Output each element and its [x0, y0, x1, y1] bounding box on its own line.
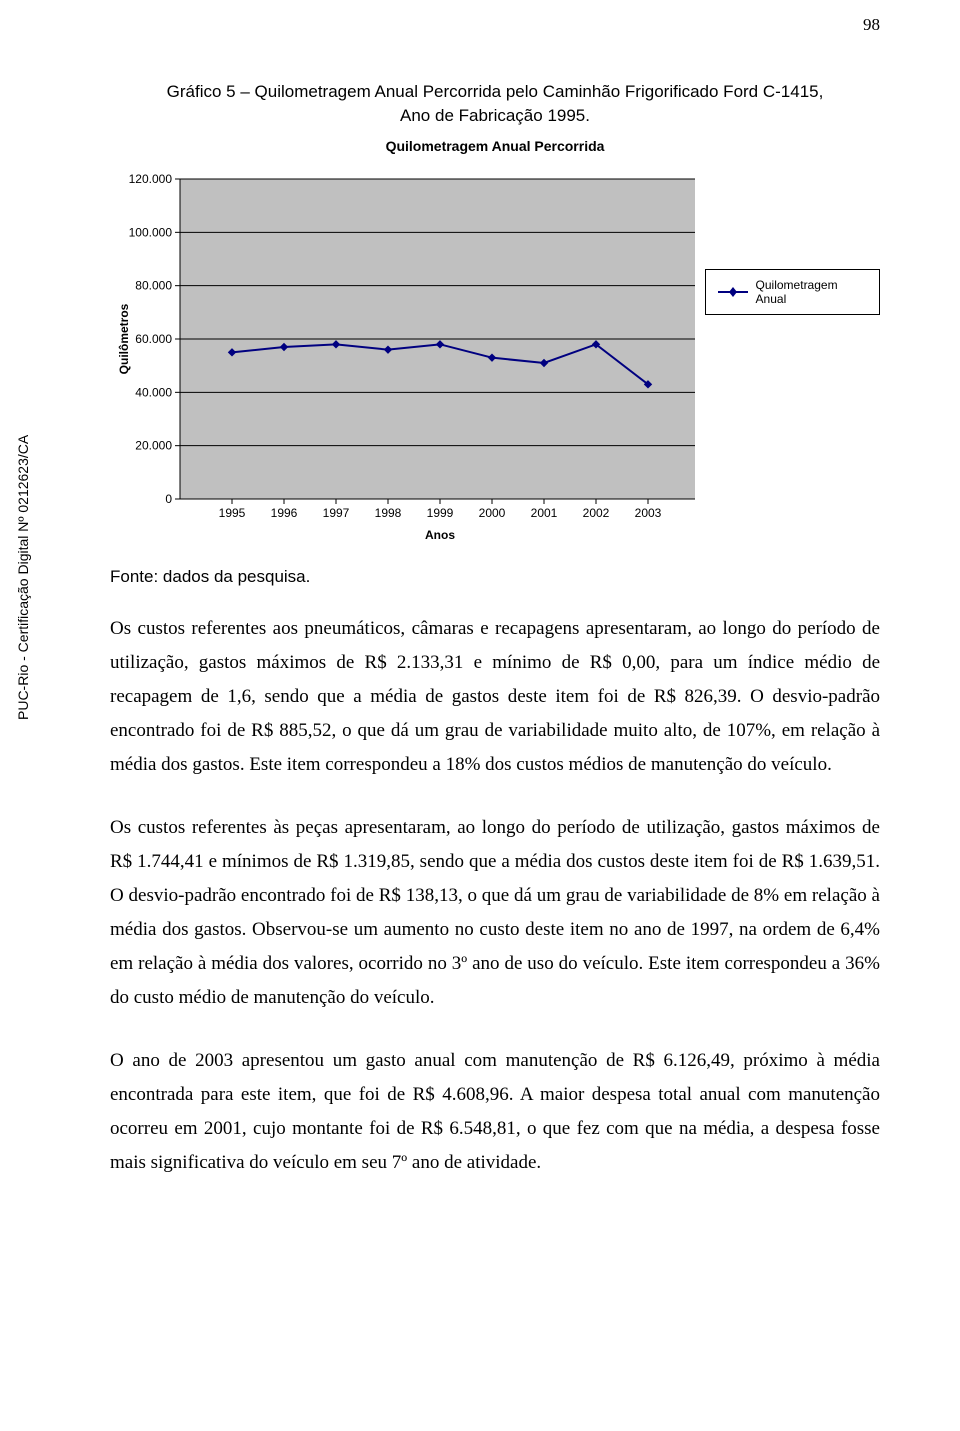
svg-text:2002: 2002 — [583, 506, 610, 520]
chart-container: 0 20.000 40.000 60.000 80.000 100.000 120.000 1… — [110, 169, 880, 549]
svg-text:1996: 1996 — [271, 506, 298, 520]
page-number: 98 — [863, 15, 880, 35]
svg-text:120.000: 120.000 — [129, 172, 173, 186]
chart-caption: Gráfico 5 – Quilometragem Anual Percorri… — [110, 80, 880, 128]
svg-text:Anos: Anos — [425, 528, 455, 542]
svg-text:40.000: 40.000 — [135, 385, 172, 399]
certification-stamp: PUC-Rio - Certificação Digital Nº 021262… — [15, 435, 31, 720]
svg-text:80.000: 80.000 — [135, 278, 172, 292]
paragraph-1: Os custos referentes aos pneumáticos, câ… — [110, 612, 880, 783]
caption-line-2: Ano de Fabricação 1995. — [400, 106, 590, 125]
svg-text:1998: 1998 — [375, 506, 402, 520]
svg-text:Quilômetros: Quilômetros — [117, 303, 131, 374]
legend-marker-icon — [718, 286, 748, 298]
chart-source: Fonte: dados da pesquisa. — [110, 567, 880, 587]
svg-text:100.000: 100.000 — [129, 225, 173, 239]
caption-line-1: Gráfico 5 – Quilometragem Anual Percorri… — [167, 82, 824, 101]
svg-text:60.000: 60.000 — [135, 332, 172, 346]
svg-text:2003: 2003 — [635, 506, 662, 520]
svg-text:0: 0 — [165, 492, 172, 506]
svg-text:1999: 1999 — [427, 506, 454, 520]
paragraph-3: O ano de 2003 apresentou um gasto anual … — [110, 1044, 880, 1181]
svg-text:1997: 1997 — [323, 506, 350, 520]
chart-legend: Quilometragem Anual — [705, 269, 880, 316]
svg-text:20.000: 20.000 — [135, 438, 172, 452]
chart-title: Quilometragem Anual Percorrida — [110, 138, 880, 154]
svg-text:1995: 1995 — [219, 506, 246, 520]
svg-text:2001: 2001 — [531, 506, 558, 520]
svg-text:2000: 2000 — [479, 506, 506, 520]
line-chart: 0 20.000 40.000 60.000 80.000 100.000 120.000 1… — [110, 169, 695, 549]
legend-label: Quilometragem Anual — [756, 278, 867, 307]
paragraph-2: Os custos referentes às peças apresentar… — [110, 811, 880, 1016]
